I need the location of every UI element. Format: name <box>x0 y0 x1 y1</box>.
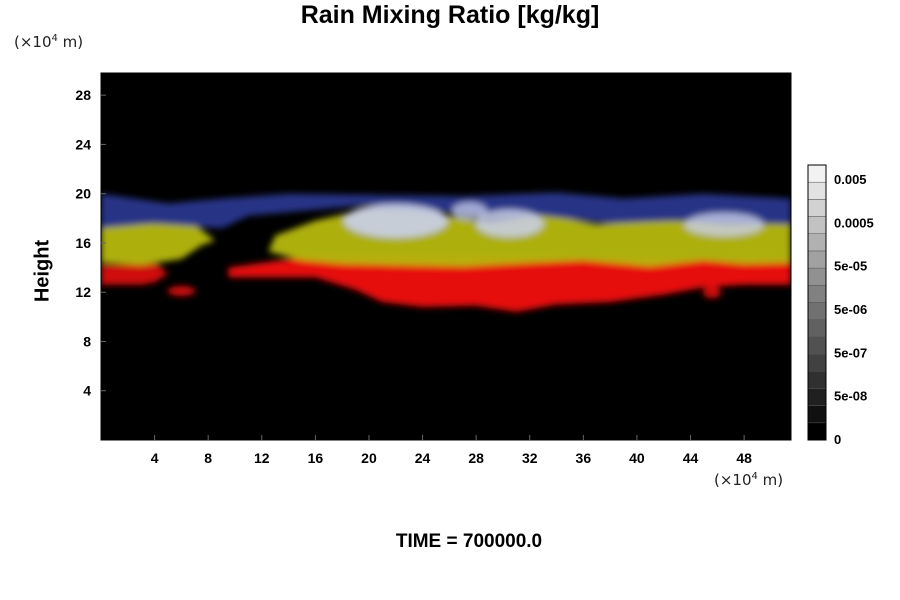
x-tick-label: 4 <box>151 450 159 466</box>
x-tick-label: 24 <box>415 450 431 466</box>
x-axis-unit: (×104 m) <box>714 471 784 489</box>
x-tick-label: 20 <box>361 450 377 466</box>
colorbar-label: 0.0005 <box>834 215 874 230</box>
y-tick-label: 16 <box>75 235 91 251</box>
y-tick-label: 20 <box>75 186 91 202</box>
colorbar-label: 5e-07 <box>834 345 867 360</box>
x-tick-label: 28 <box>468 450 484 466</box>
plot-frame <box>100 72 792 441</box>
red-layer-left-region <box>101 263 168 285</box>
white-cloud-top <box>684 212 765 237</box>
yellow-layer-region <box>101 223 215 266</box>
white-cloud-top <box>475 209 544 238</box>
x-tick-label: 8 <box>204 450 212 466</box>
colorbar-swatch <box>807 302 827 320</box>
red-layer-region <box>228 255 791 312</box>
x-tick-label: 12 <box>254 450 270 466</box>
colorbar-swatch <box>807 422 827 441</box>
colorbar-label: 5e-08 <box>834 389 867 404</box>
x-tick-label: 32 <box>522 450 538 466</box>
red-layer-fragment <box>167 285 196 296</box>
colorbar-label: 0.005 <box>834 172 867 187</box>
colorbar-swatch <box>807 164 827 183</box>
y-tick-label: 8 <box>83 333 91 349</box>
colorbar-swatch <box>807 319 827 338</box>
colorbar-swatch <box>807 336 827 355</box>
colorbar-swatch <box>807 388 827 406</box>
colorbar-swatch <box>807 371 827 389</box>
colorbar-swatch <box>807 405 827 424</box>
colorbar-swatch <box>807 250 827 269</box>
y-tick-label: 24 <box>75 136 91 152</box>
colorbar-swatch <box>807 285 827 303</box>
colorbar-swatch <box>807 233 827 252</box>
blue-layer-region <box>101 192 791 229</box>
colorbar-label: 5e-06 <box>834 302 867 317</box>
x-tick-label: 44 <box>683 450 699 466</box>
time-label: TIME = 700000.0 <box>395 531 543 552</box>
colorbar-swatch <box>807 216 827 234</box>
y-axis-unit: (×104 m) <box>14 33 84 51</box>
colorbar-swatch <box>807 199 827 217</box>
colorbar-swatch <box>807 181 827 200</box>
colorbar-label: 5e-05 <box>834 259 867 274</box>
colorbar-frame <box>807 164 827 441</box>
y-tick-label: 12 <box>75 284 91 300</box>
white-cloud-top <box>451 201 488 220</box>
colorbar-label: 0 <box>834 432 841 447</box>
colorbar-swatch <box>807 353 827 372</box>
y-tick-label: 28 <box>75 87 91 103</box>
y-tick-label: 4 <box>83 383 91 399</box>
x-tick-label: 36 <box>576 450 592 466</box>
colorbar-swatch <box>807 267 827 286</box>
x-tick-label: 48 <box>736 450 752 466</box>
x-tick-label: 16 <box>308 450 324 466</box>
red-layer-fragment <box>702 286 721 299</box>
chart-title: Rain Mixing Ratio [kg/kg] <box>300 1 600 29</box>
white-cloud-top <box>343 203 448 238</box>
x-tick-label: 40 <box>629 450 645 466</box>
